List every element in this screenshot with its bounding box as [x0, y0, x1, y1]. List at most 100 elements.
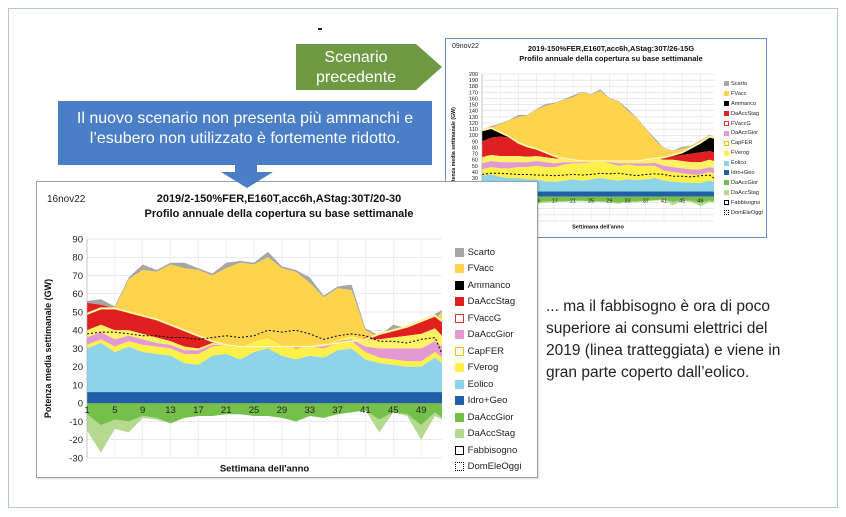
main-x-tick-label: 41 [360, 405, 371, 416]
main-legend-item: DomEleOggi [455, 459, 521, 476]
previous-chart-subtitle: Profilo annuale della copertura su base … [519, 54, 703, 63]
main-area-idrogeo-base [87, 392, 442, 404]
previous-y-tick-label: 190 [469, 78, 478, 84]
main-y-tick-label: 90 [72, 234, 83, 245]
main-legend-label: FVaccG [467, 312, 502, 324]
previous-x-tick-label: 29 [606, 198, 612, 204]
main-legend-label: DaAccGior [467, 329, 514, 341]
main-legend-label: FVacc [467, 263, 494, 275]
previous-x-tick-label: 45 [679, 198, 685, 204]
main-x-tick-label: 29 [277, 405, 288, 416]
previous-legend-item: FVaccG [724, 119, 763, 129]
previous-y-tick-label: 110 [469, 127, 478, 133]
previous-legend-label: FVaccG [731, 120, 751, 127]
previous-area-daaccgior [482, 160, 714, 175]
main-legend-swatch [455, 462, 464, 472]
previous-x-tick-label: 25 [588, 198, 594, 204]
previous-area-daaccstag-neg [482, 199, 714, 209]
previous-y-tick-label: 80 [472, 145, 478, 151]
main-legend-swatch [455, 247, 464, 257]
previous-area-fverog [482, 160, 714, 184]
previous-legend-swatch [724, 91, 729, 97]
main-x-tick-label: 13 [165, 405, 176, 416]
main-legend-item: Scarto [455, 244, 521, 261]
previous-legend-label: Eolico [731, 160, 747, 167]
previous-legend-label: DaAccStag [731, 110, 759, 117]
previous-chart-date: 09nov22 [452, 43, 479, 50]
previous-y-tick-label: 30 [472, 176, 478, 182]
previous-legend-label: Scarto [731, 80, 748, 87]
previous-chart-title: 2019-150%FER,E160T,acc6h,AStag:30T/26-15… [527, 44, 695, 53]
previous-x-axis-label: Settimana dell'anno [572, 225, 624, 231]
previous-y-tick-label: 140 [469, 109, 478, 115]
previous-y-tick-label: 130 [469, 115, 478, 121]
main-legend-label: DaAccGior [467, 411, 514, 423]
previous-y-tick-label: 200 [469, 72, 478, 78]
main-legend-swatch [455, 264, 464, 274]
previous-legend-label: DomEleOggi [731, 209, 763, 216]
previous-y-tick-label: 60 [472, 158, 478, 164]
previous-legend-swatch [724, 111, 729, 117]
main-legend-item: Eolico [455, 376, 521, 393]
main-area-fvacc [87, 257, 442, 347]
main-y-tick-label: -30 [69, 453, 83, 464]
previous-legend-item: DaAccGior [724, 178, 763, 188]
main-legend-swatch [455, 297, 464, 307]
main-area-eolico [87, 343, 442, 393]
main-legend-swatch [455, 445, 464, 455]
main-legend-label: Idro+Geo [467, 395, 508, 407]
previous-scenario-callout: Scenario precedente [296, 44, 416, 90]
previous-legend-item: DomEleOggi [724, 208, 763, 218]
previous-legend-swatch [724, 170, 729, 176]
main-line-fabbisogno [86, 307, 443, 348]
previous-legend-label: Fabbisogno [731, 199, 761, 206]
main-x-tick-label: 25 [249, 405, 260, 416]
previous-x-tick-label: 49 [697, 198, 703, 204]
previous-legend-swatch [724, 210, 729, 216]
main-y-tick-label: 40 [72, 326, 83, 337]
main-legend-swatch [455, 346, 464, 356]
previous-legend-swatch [724, 101, 729, 107]
previous-line-fabbisogno [481, 127, 715, 162]
previous-legend-item: Ammanco [724, 99, 763, 109]
main-area-daaccstag-neg [87, 410, 442, 453]
main-legend-item: FVerog [455, 360, 521, 377]
main-legend-swatch [455, 363, 464, 373]
previous-area-daaccgior-neg [482, 196, 714, 204]
previous-area-fvacc [482, 91, 714, 161]
main-legend-swatch [455, 396, 464, 406]
previous-area-capfer [482, 154, 714, 170]
main-y-tick-label: 10 [72, 380, 83, 391]
main-chart-date: 16nov22 [47, 194, 86, 205]
main-y-tick-label: 30 [72, 344, 83, 355]
previous-y-tick-label: 90 [472, 139, 478, 145]
previous-y-tick-label: 120 [469, 121, 478, 127]
main-chart-title: 2019/2-150%FER,E160T,acc6h,AStag:30T/20-… [156, 193, 402, 205]
main-legend-label: DaAccStag [467, 296, 516, 308]
previous-legend-item: Eolico [724, 158, 763, 168]
main-legend-item: DaAccStag [455, 294, 521, 311]
main-area-daaccgior [87, 332, 442, 362]
previous-legend-item: FVacc [724, 89, 763, 99]
previous-legend-item: Scarto [724, 79, 763, 89]
main-legend-label: Fabbisogno [467, 444, 518, 456]
main-y-tick-label: 50 [72, 307, 83, 318]
main-area-capfer [87, 324, 442, 351]
previous-legend-label: FVacc [731, 90, 747, 97]
main-legend-swatch [455, 280, 464, 290]
previous-chart-legend: Scarto FVacc Ammanco DaAccStag FVaccG DaAccGi… [724, 79, 763, 217]
main-x-tick-label: 1 [84, 405, 89, 416]
previous-legend-swatch [724, 200, 729, 206]
new-scenario-arrow [221, 172, 273, 188]
main-y-tick-label: -20 [69, 435, 83, 446]
previous-line-domeleoggi [481, 172, 715, 179]
previous-legend-label: FVerog [731, 150, 750, 157]
previous-legend-item: Idro+Geo [724, 168, 763, 178]
main-area-daaccgior-neg [87, 403, 442, 426]
main-legend-item: CapFER [455, 343, 521, 360]
new-scenario-callout: Il nuovo scenario non presenta più amman… [58, 101, 432, 173]
main-y-tick-label: 20 [72, 362, 83, 373]
main-legend-item: FVacc [455, 261, 521, 278]
main-y-axis-label: Potenza media settimanale (GW) [43, 279, 53, 418]
previous-y-tick-label: 170 [469, 90, 478, 96]
